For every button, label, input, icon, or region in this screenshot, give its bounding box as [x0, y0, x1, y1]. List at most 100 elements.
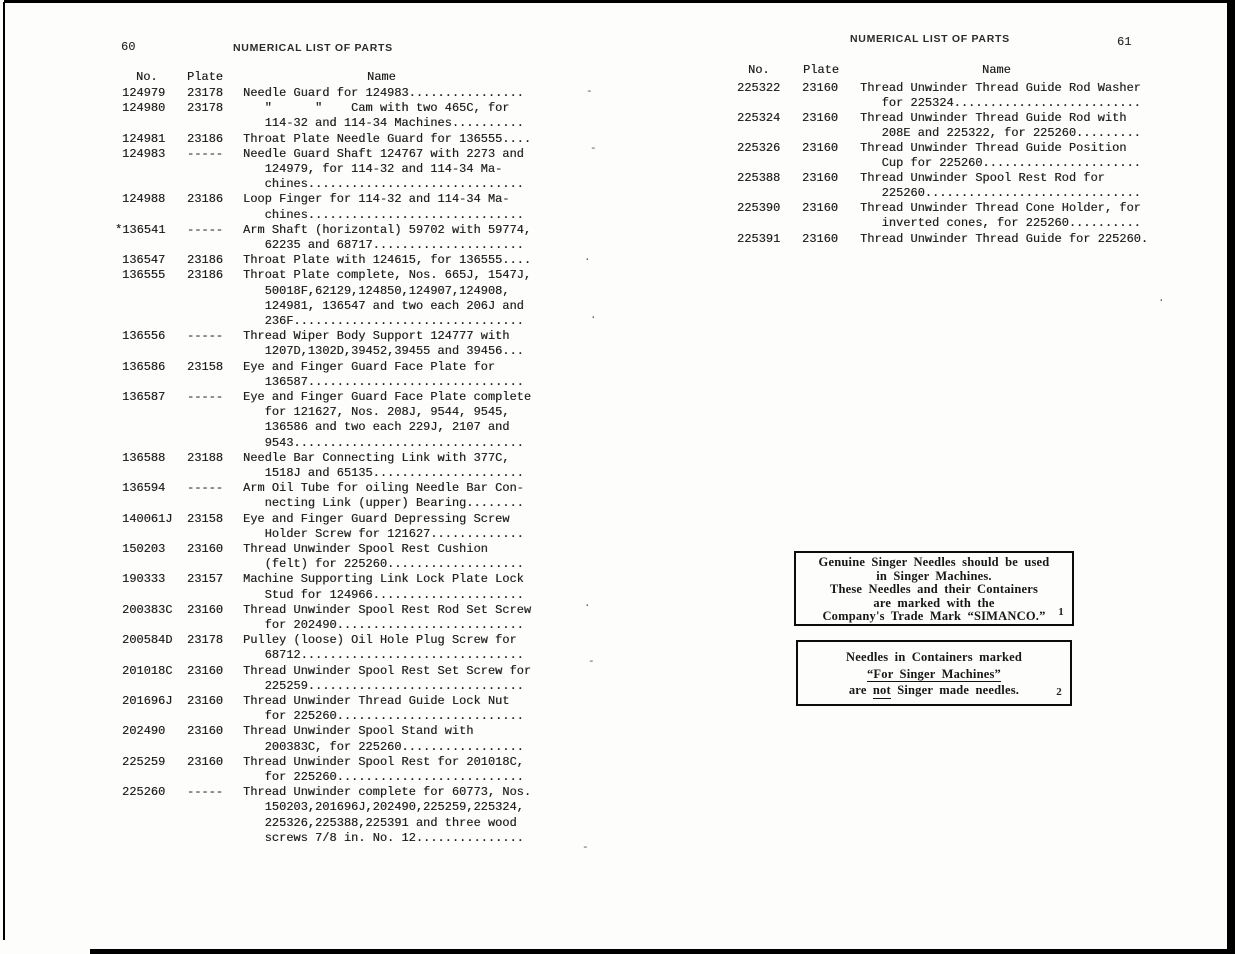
plate-number: -----: [187, 146, 224, 161]
plate-number: 23160: [802, 81, 839, 95]
part-name-line: Eye and Finger Guard Face Plate complete: [243, 390, 532, 404]
table-row-line: 136556 ----- Thread Wiper Body Support 124…: [0, 329, 1235, 344]
scan-speck: .: [584, 252, 591, 264]
page-number-left: 60: [121, 40, 136, 54]
notice-footnote-number: 1: [1058, 606, 1064, 619]
notice-text: are marked with the: [873, 595, 995, 610]
table-row-line: 225259 23160 Thread Unwinder Spool Rest fo…: [0, 755, 1235, 770]
part-name-line: 68712...............................: [243, 648, 524, 663]
plate-number: 23186: [187, 131, 224, 146]
table-row-line: necting Link (upper) Bearing........: [0, 496, 1235, 511]
container-warning-notice-box: 2 Needles in Containers marked “For Singe…: [796, 640, 1072, 706]
table-row-line: 208E and 225322, for 225260.........: [0, 126, 1235, 141]
part-name-line: Throat Plate with 124615, for 136555....: [243, 253, 532, 268]
plate-number: 23178: [187, 101, 224, 116]
scan-speck: -: [588, 656, 595, 668]
table-row-line: for 225260..........................: [0, 709, 1235, 724]
part-name-line: Thread Unwinder Spool Rest Rod Set Screw: [243, 602, 532, 617]
plate-number: 23186: [187, 268, 224, 283]
table-row-line: 225260 ----- Thread Unwinder complete for …: [0, 785, 1235, 800]
plate-number: 23158: [187, 511, 224, 526]
scan-speck: -: [590, 143, 597, 155]
scan-frame-right: [1227, 0, 1235, 954]
scan-speck: .: [1158, 293, 1165, 305]
part-name-line: 200383C, for 225260.................: [243, 739, 524, 754]
table-row-line: 225388 23160 Thread Unwinder Spool Rest Ro…: [0, 171, 1235, 186]
plate-number: 23160: [187, 602, 224, 617]
table-row-line: 136594 ----- Arm Oil Tube for oiling Needl…: [0, 481, 1235, 496]
underlined-notice-text: not: [872, 683, 891, 699]
notice-line: These Needles and their Containers: [796, 582, 1072, 597]
part-name-line: Stud for 124966.....................: [243, 587, 524, 602]
plate-number: 23157: [187, 572, 224, 587]
part-name-line: Thread Unwinder Spool Rest Rod for: [860, 171, 1105, 186]
table-row-line: 124980 23178 " " Cam with two 465C, for: [0, 101, 1235, 116]
genuine-needles-notice-box: 1 Genuine Singer Needles should be used i…: [794, 551, 1074, 626]
part-number: 202490: [122, 724, 166, 739]
table-row-line: 124979 23178 Needle Guard for 124983......…: [0, 86, 1235, 101]
part-name-line: Eye and Finger Guard Depressing Screw: [243, 511, 510, 526]
table-row-line: 124981, 136547 and two each 206J and: [0, 299, 1235, 314]
part-name-line: 236F................................: [243, 314, 524, 328]
part-name-line: Holder Screw for 121627.............: [243, 526, 524, 541]
table-row-line: 225326 23160 Thread Unwinder Thread Guide …: [0, 141, 1235, 156]
part-name-line: 124979, for 114-32 and 114-34 Ma-: [243, 162, 503, 176]
notice-text: are: [848, 683, 873, 697]
table-row-line: 9543................................: [0, 436, 1235, 451]
table-row-line: for 121627, Nos. 208J, 9544, 9545,: [0, 405, 1235, 420]
part-number: 190333: [122, 572, 166, 587]
table-row-line: 200383C, for 225260.................: [0, 740, 1235, 755]
table-row-line: 200584D 23178 Pulley (loose) Oil Hole Plug…: [0, 633, 1235, 648]
plate-number: 23188: [187, 450, 224, 465]
part-name-line: 225260..............................: [860, 186, 1141, 201]
table-row-line: 1518J and 65135.....................: [0, 466, 1235, 481]
table-row-line: 150203,201696J,202490,225259,225324,: [0, 800, 1235, 815]
scan-frame-bottom: [90, 949, 1235, 954]
table-row-line: for 202490..........................: [0, 618, 1235, 633]
page-number-right: 61: [1117, 35, 1132, 49]
notice-line: are marked with the: [796, 595, 1072, 611]
part-name-line: Arm Shaft (horizontal) 59702 with 59774,: [243, 222, 532, 237]
table-row-line: Stud for 124966.....................: [0, 588, 1235, 603]
plate-number: -----: [187, 390, 224, 404]
part-name-line: Throat Plate complete, Nos. 665J, 1547J,: [243, 268, 532, 283]
part-name-line: Needle Bar Connecting Link with 377C,: [243, 450, 510, 465]
part-name-line: Cup for 225260......................: [860, 156, 1141, 171]
plate-number: 23160: [187, 724, 224, 739]
plate-number: 23160: [187, 542, 224, 556]
table-row-line: 236F................................: [0, 314, 1235, 329]
part-number: 124979: [122, 86, 166, 100]
part-number: 136555: [122, 268, 166, 283]
table-row-line: 68712...............................: [0, 648, 1235, 663]
part-number: 200383C: [122, 602, 173, 617]
part-number: 225260: [122, 785, 166, 800]
part-name-line: Needle Guard Shaft 124767 with 2273 and: [243, 146, 524, 161]
table-row-line: 124979, for 114-32 and 114-34 Ma-: [0, 162, 1235, 177]
notice-footnote-number: 2: [1056, 685, 1062, 698]
part-name-line: Thread Unwinder Spool Rest Set Screw for: [243, 663, 532, 678]
plate-number: -----: [187, 481, 224, 496]
part-name-line: Thread Unwinder Thread Guide Position: [860, 141, 1127, 156]
part-number: 136588: [122, 450, 166, 465]
part-name-line: chines..............................: [243, 207, 524, 222]
part-name-line: 136587..............................: [243, 374, 524, 389]
scan-speck: .: [584, 598, 591, 610]
table-row-line: 225259..............................: [0, 679, 1235, 694]
plate-number: 23160: [187, 694, 224, 708]
part-name-line: Arm Oil Tube for oiling Needle Bar Con-: [243, 481, 524, 496]
table-row-line: 140061J 23158 Eye and Finger Guard Depress…: [0, 512, 1235, 527]
plate-number: 23160: [187, 754, 224, 769]
part-name-line: 124981, 136547 and two each 206J and: [243, 298, 524, 313]
table-row-line: 201696J 23160 Thread Unwinder Thread Guide…: [0, 694, 1235, 709]
notice-line: Genuine Singer Needles should be used: [796, 555, 1072, 570]
table-row-line: Holder Screw for 121627.............: [0, 527, 1235, 542]
table-row-line: chines..............................: [0, 208, 1235, 223]
column-header-plate-left: Plate: [187, 70, 224, 84]
table-row-line: 200383C 23160 Thread Unwinder Spool Rest R…: [0, 603, 1235, 618]
part-number: 225390: [737, 201, 781, 216]
table-row-line: *136541 ----- Arm Shaft (horizontal) 59702…: [0, 223, 1235, 238]
part-number: 124988: [122, 192, 166, 207]
table-row-line: 136547 23186 Throat Plate with 124615, for…: [0, 253, 1235, 268]
plate-number: 23158: [187, 359, 224, 374]
part-number: 225391: [737, 231, 781, 246]
